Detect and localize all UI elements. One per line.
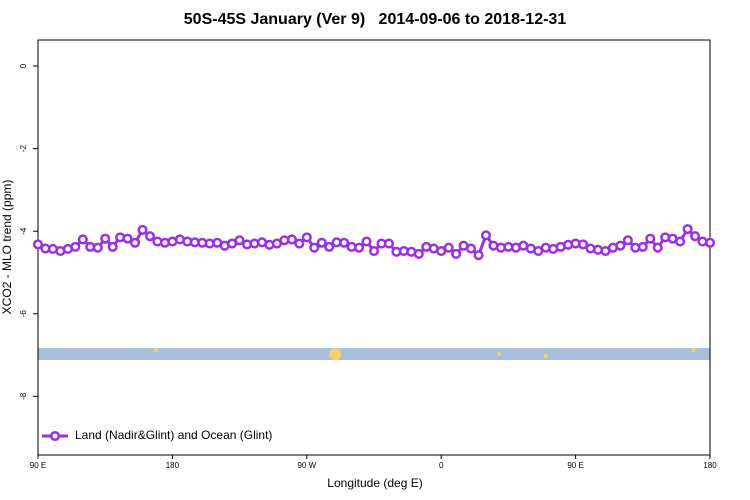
data-point [383, 238, 394, 249]
x-tick-label: 90 W [297, 461, 316, 470]
data-point [77, 234, 88, 245]
y-tick-label: -4 [19, 227, 28, 235]
data-point [130, 237, 141, 248]
highlight-point [691, 348, 696, 353]
data-point [316, 237, 327, 248]
data-point [443, 242, 454, 253]
y-tick-label: -6 [19, 310, 28, 318]
data-point [451, 248, 462, 259]
data-point [339, 237, 350, 248]
highlight-point [153, 348, 158, 353]
y-tick-label: 0 [19, 63, 28, 68]
x-tick-label: 90 E [30, 461, 46, 470]
legend-marker [49, 430, 61, 442]
y-axis-label: XCO2 - MLO trend (ppm) [0, 180, 14, 315]
data-point [466, 243, 477, 254]
data-point [473, 250, 484, 261]
data-point [92, 242, 103, 253]
data-point [32, 239, 44, 250]
data-point [294, 238, 305, 249]
data-point [122, 233, 133, 244]
highlight-point [497, 352, 502, 357]
data-point [286, 234, 297, 245]
data-point [70, 241, 81, 252]
data-point [637, 241, 648, 252]
data-point [368, 245, 380, 257]
data-point [324, 241, 335, 252]
data-point [413, 248, 424, 259]
data-point [615, 240, 626, 251]
y-tick-label: -8 [19, 392, 28, 400]
x-axis-label: Longitude (deg E) [327, 476, 422, 490]
legend-label: Land (Nadir&Glint) and Ocean (Glint) [75, 428, 272, 442]
x-tick-label: 180 [166, 461, 180, 470]
highlight-point [543, 353, 548, 358]
coverage-band [38, 348, 710, 361]
data-point [690, 231, 701, 242]
data-point [361, 236, 372, 247]
data-point [309, 242, 320, 253]
data-point [301, 232, 312, 243]
data-point [622, 235, 633, 246]
data-point [144, 231, 156, 242]
highlight-point [329, 348, 342, 361]
data-point [100, 233, 111, 244]
x-tick-label: 90 E [567, 461, 583, 470]
x-tick-label: 180 [703, 461, 717, 470]
data-point [675, 236, 686, 247]
data-point [137, 224, 148, 236]
data-point [354, 242, 365, 253]
data-point [578, 239, 589, 250]
x-tick-label: 0 [439, 461, 444, 470]
chart-title: 50S-45S January (Ver 9) 2014-09-06 to 20… [184, 11, 567, 28]
data-point [234, 235, 245, 246]
data-point [645, 233, 656, 244]
data-point [704, 237, 716, 248]
data-point [480, 230, 492, 241]
data-point [682, 224, 693, 235]
y-tick-label: -2 [19, 145, 28, 153]
data-point [107, 241, 118, 252]
data-point [652, 242, 663, 253]
